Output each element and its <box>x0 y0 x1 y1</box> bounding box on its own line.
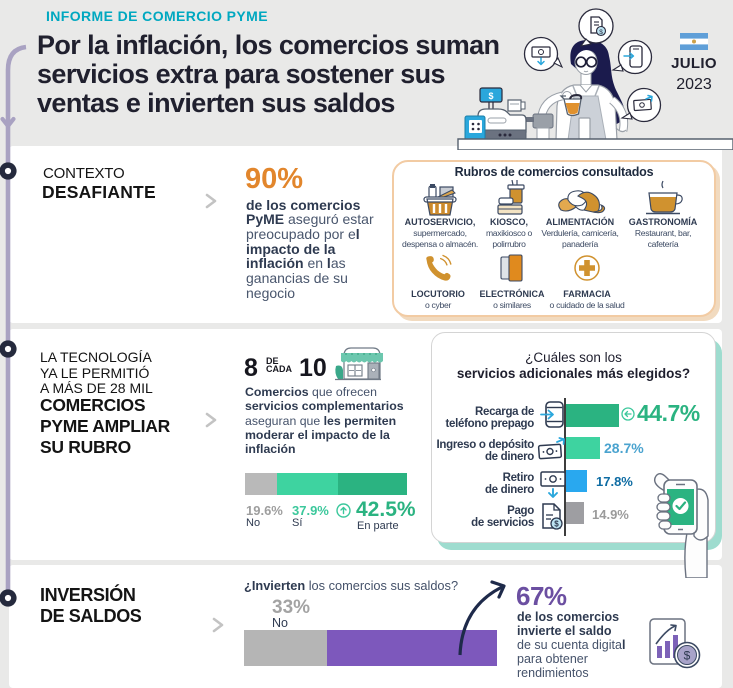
svg-text:$: $ <box>599 29 603 36</box>
svg-text:$: $ <box>684 649 691 663</box>
svg-text:$: $ <box>488 91 493 101</box>
svg-text:$: $ <box>554 520 559 529</box>
